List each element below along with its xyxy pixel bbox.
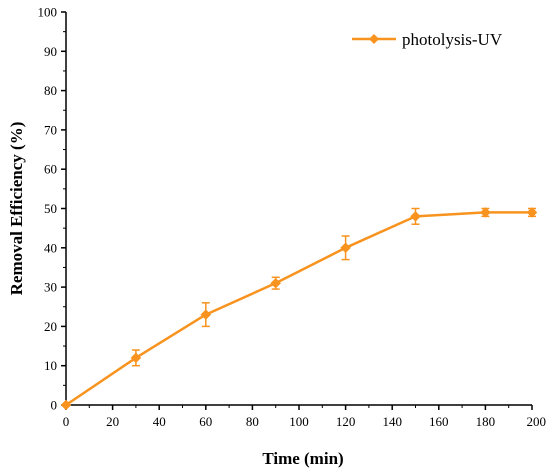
y-tick-label: 20 [44,319,57,334]
y-ticks: 0 10 20 30 40 50 60 70 80 90 100 [38,5,66,413]
x-tick-label: 180 [476,414,496,429]
data-point-diamond [130,352,142,364]
y-tick-label: 70 [44,122,57,137]
x-tick-label: 60 [199,414,212,429]
series-line [65,211,532,407]
legend-label: photolysis-UV [402,30,503,49]
axes [65,12,532,406]
y-tick-label: 80 [44,83,57,98]
series-layer [60,207,538,411]
y-tick-label: 100 [38,5,58,20]
y-tick-label: 0 [51,398,58,413]
data-point-diamond [340,242,351,254]
x-ticks: 0 20 40 60 80 100 120 140 160 180 200 [63,405,546,429]
x-tick-label: 160 [429,414,449,429]
legend-diamond-marker [369,34,379,44]
y-tick-label: 30 [44,280,57,295]
data-point-diamond [270,277,282,289]
x-tick-label: 0 [63,414,70,429]
x-tick-label: 20 [106,414,119,429]
x-tick-label: 200 [527,414,547,429]
y-tick-label: 10 [44,358,57,373]
y-tick-label: 50 [44,201,57,216]
y-tick-label: 60 [44,162,57,177]
y-tick-label: 90 [44,44,57,59]
y-axis-title: Removal Efficiency (%) [7,122,26,296]
data-point-diamond [200,309,212,320]
data-point-diamond [60,399,72,411]
data-point-diamond [410,211,421,222]
x-tick-label: 40 [153,414,166,429]
x-tick-label: 100 [289,414,309,429]
data-point-diamond [526,207,538,218]
y-tick-label: 40 [44,240,57,255]
x-axis-title: Time (min) [262,449,343,468]
x-tick-label: 120 [336,414,356,429]
x-tick-label: 80 [246,414,259,429]
legend: photolysis-UV [352,30,503,49]
data-point-diamond [480,207,491,218]
x-tick-label: 140 [382,414,402,429]
